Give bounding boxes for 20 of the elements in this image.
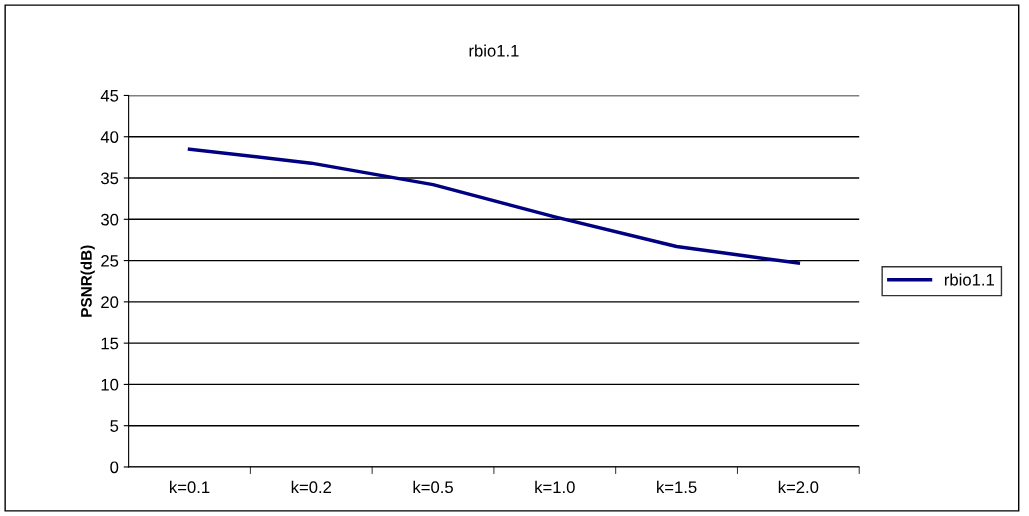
chart-title: rbio1.1 <box>469 44 519 57</box>
y-tick-label: 5 <box>110 420 119 432</box>
y-tick-label: 40 <box>100 131 119 143</box>
y-tick-label: 25 <box>101 254 119 267</box>
y-tick-label: 20 <box>101 296 119 309</box>
x-tick-label: k=1.0 <box>535 480 575 494</box>
y-tick-label: 15 <box>101 337 119 350</box>
y-tick-label: 35 <box>101 172 119 185</box>
x-tick-label: k=1.5 <box>657 480 697 494</box>
line-series <box>187 147 801 265</box>
x-tick-label: k=0.2 <box>291 480 332 494</box>
y-tick-label: 45 <box>100 90 119 102</box>
y-axis-title: PSNR(dB) <box>80 245 95 317</box>
y-tick-label: 30 <box>101 213 119 226</box>
x-tick-label: k=2.0 <box>778 480 819 494</box>
y-tick-label: 10 <box>101 378 119 391</box>
x-tick-label: k=0.1 <box>170 480 210 494</box>
y-tick-label: 0 <box>110 461 119 474</box>
legend-label: rbio1.1 <box>944 273 994 286</box>
x-tick-label: k=0.5 <box>413 480 453 494</box>
